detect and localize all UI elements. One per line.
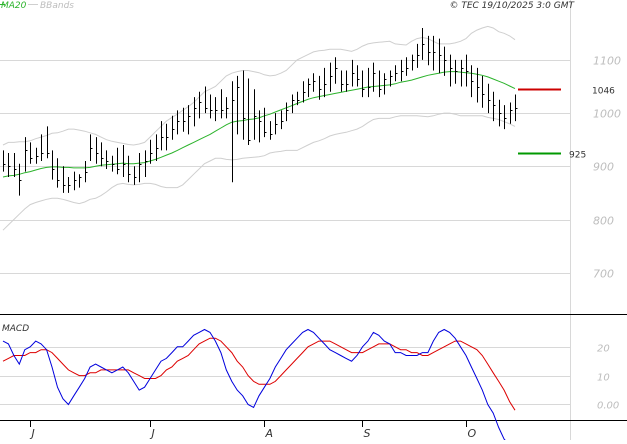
x-tick-label: J [30,427,35,440]
macd-panel-label: MACD [2,324,29,334]
price-tick-label: 800 [593,215,614,228]
x-tick-label: J [150,427,155,440]
x-tick-label: S [364,427,371,440]
price-tick-label: 1100 [593,55,621,68]
bbands-legend-label: BBands [40,1,74,11]
price-levels: 1046 925 [518,87,615,161]
x-tick-label: A [265,427,274,440]
resistance-level-label: 1046 [592,87,615,97]
macd-tick-labels: 20 10 0.00 [597,344,619,412]
chart-credit: © TEC 19/10/2025 3:0 GMT [449,1,575,11]
bbands-upper-line [2,25,516,146]
macd-tick-label: 20 [597,344,610,355]
bbands-lower-line [2,112,516,231]
price-bars [3,28,518,196]
macd-lines [2,328,516,444]
price-gridlines [0,60,570,274]
support-level-label: 925 [569,151,586,161]
ma-legend-label: MA20 [1,1,27,11]
price-tick-labels: 700 800 900 1000 1100 [593,55,621,281]
macd-signal-line [2,337,516,411]
price-tick-label: 700 [593,268,614,281]
macd-line [2,328,510,444]
price-tick-label: 900 [593,161,614,174]
bollinger-bands [2,25,516,231]
macd-gridlines [0,347,570,405]
x-tick-label: O [468,427,477,440]
macd-tick-label: 10 [597,373,610,384]
price-tick-label: 1000 [593,108,621,121]
macd-tick-label: 0.00 [597,401,619,412]
